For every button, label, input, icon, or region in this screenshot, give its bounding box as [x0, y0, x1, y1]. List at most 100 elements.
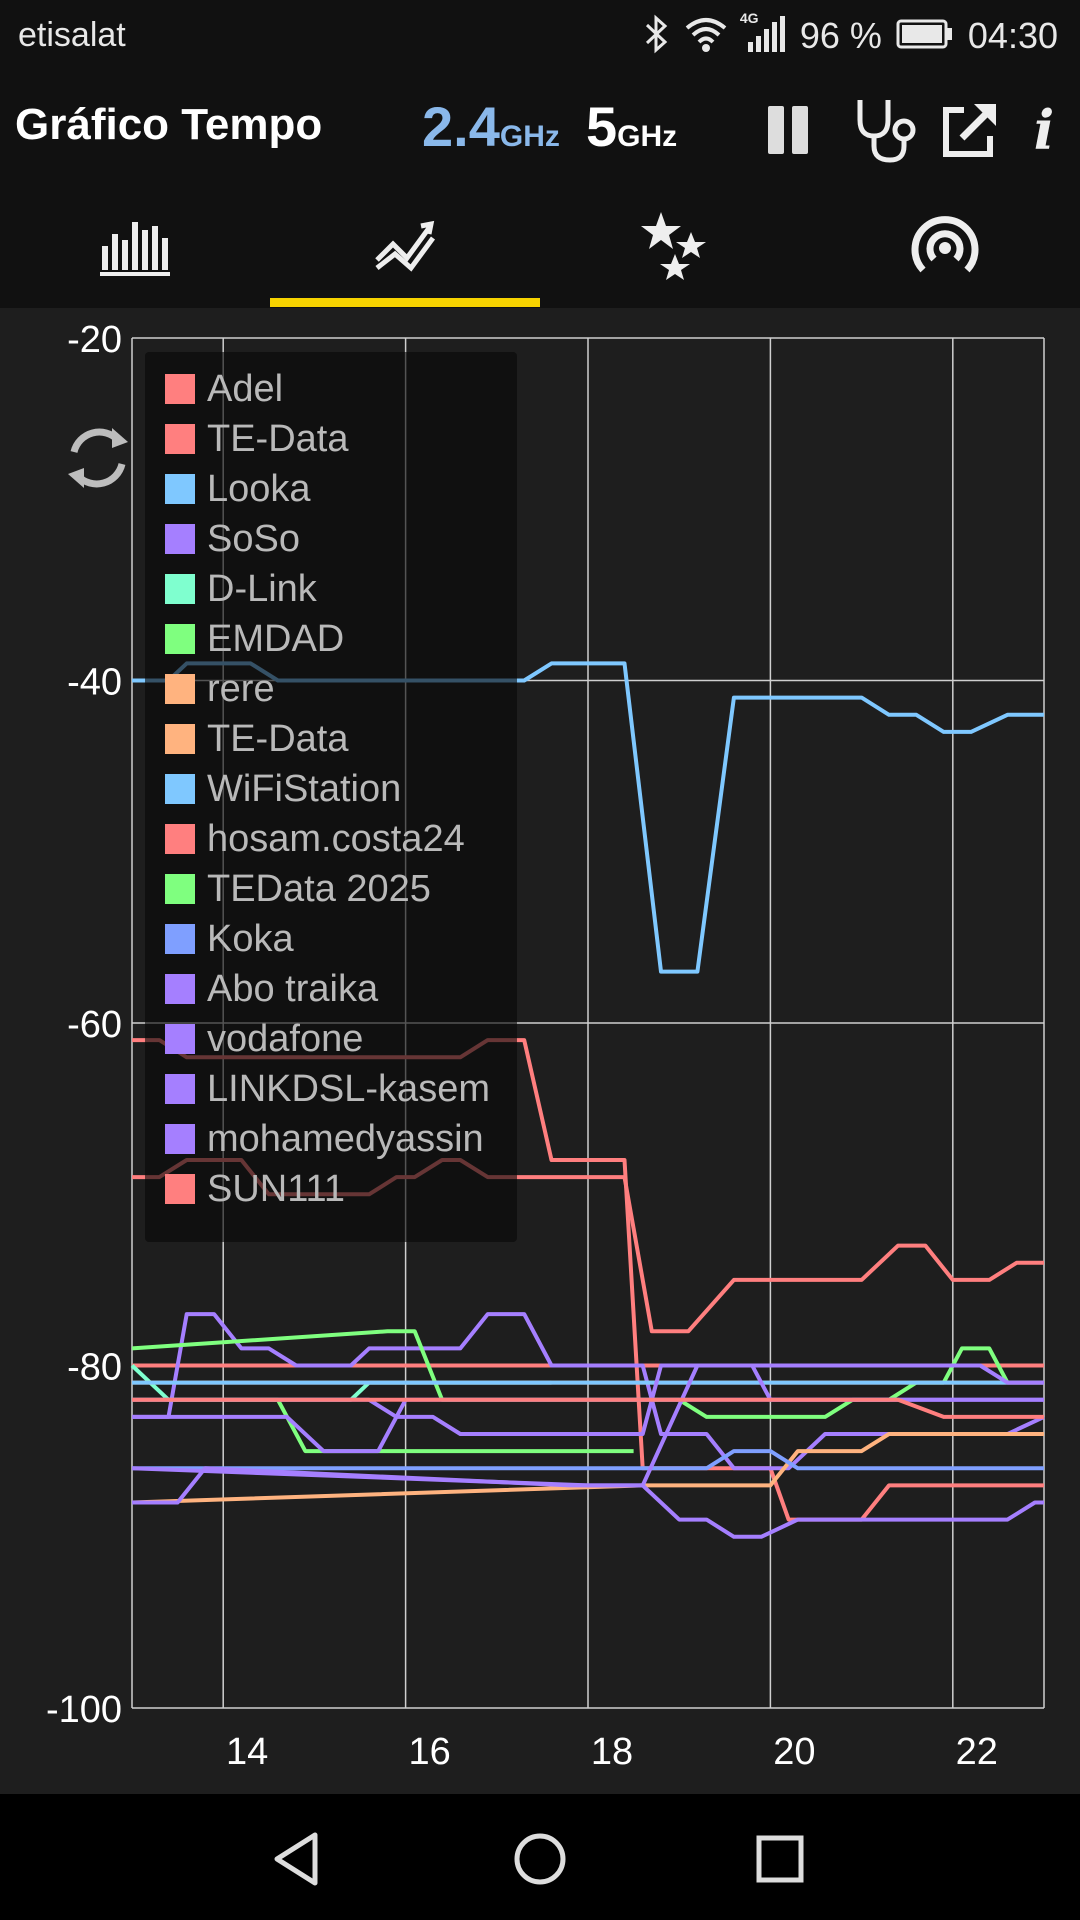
home-button[interactable] [500, 1819, 580, 1899]
x-tick-label: 20 [773, 1731, 815, 1773]
legend-swatch [165, 974, 195, 1004]
tab-bar [0, 184, 1080, 308]
info-icon: i [1033, 98, 1055, 162]
refresh-icon [68, 428, 128, 488]
legend-swatch [165, 574, 195, 604]
legend-item: mohamedyassin [165, 1114, 484, 1164]
series-line-14 [132, 1363, 1044, 1436]
legend-label: WiFiStation [207, 767, 402, 810]
legend-label: Koka [207, 917, 294, 960]
y-tick-label: -80 [67, 1347, 122, 1389]
legend-swatch [165, 874, 195, 904]
legend-swatch [165, 1174, 195, 1204]
legend-swatch [165, 1074, 195, 1104]
legend-swatch [165, 924, 195, 954]
tab-channel-graph[interactable] [0, 184, 270, 308]
battery-icon [896, 18, 954, 55]
legend-label: vodafone [207, 1017, 364, 1060]
legend-swatch [165, 474, 195, 504]
legend-item: rere [165, 664, 275, 714]
time-graph-icon [375, 220, 436, 272]
tab-access-points[interactable] [810, 184, 1080, 308]
series-line-5 [131, 1329, 1010, 1419]
app-bar: Gráfico Tempo 2.4GHz 5GHz i [0, 72, 1080, 184]
y-tick-label: -40 [67, 662, 122, 704]
legend-item: vodafone [165, 1014, 363, 1064]
band-5ghz-toggle[interactable]: 5GHz [586, 94, 677, 159]
x-tick-label: 16 [408, 1731, 450, 1773]
home-icon [514, 1833, 566, 1885]
carrier-name: etisalat [18, 16, 126, 54]
x-tick-label: 14 [226, 1731, 268, 1773]
legend-label: hosam.costa24 [207, 817, 465, 860]
bluetooth-icon [644, 14, 670, 59]
share-icon [943, 104, 996, 157]
legend-item: Looka [165, 464, 311, 514]
series-line-3 [132, 1312, 1045, 1471]
legend-label: SUN111 [207, 1167, 345, 1210]
legend-swatch [165, 1124, 195, 1154]
status-bar: etisalat 4G 96 % [0, 0, 1080, 72]
y-tick-label: -100 [46, 1689, 122, 1731]
legend-item: SoSo [165, 514, 300, 564]
pause-icon [768, 106, 808, 154]
legend-label: Abo traika [207, 967, 379, 1010]
wifi-icon [684, 14, 728, 59]
chart-canvas: -20 -40 -60 -80 -100 14 16 18 20 22 [46, 319, 1045, 1773]
legend-item: D-Link [165, 564, 317, 614]
bar-chart-icon [100, 222, 170, 276]
legend-label: LINKDSL-kasem [207, 1067, 490, 1110]
stars-icon [641, 212, 706, 280]
legend-item: TE-Data [165, 414, 348, 464]
recents-button[interactable] [740, 1819, 820, 1899]
clock: 04:30 [967, 15, 1058, 56]
signal-strength-icon [911, 216, 979, 273]
chart-legend: Adel TE-Data Looka SoSo D-Link EMDAD rere TE-Da… [145, 352, 517, 1242]
time-graph-chart: -20 -40 -60 -80 -100 14 16 18 20 22 Adel TE-Data L… [0, 308, 1080, 1794]
legend-item: TEData 2025 [165, 864, 431, 914]
share-button[interactable] [934, 94, 1006, 166]
band-5ghz-unit: GHz [617, 120, 678, 153]
tab-channel-rating[interactable] [540, 184, 810, 308]
tab-time-graph[interactable] [270, 184, 540, 308]
legend-item: WiFiStation [165, 764, 401, 814]
legend-label: SoSo [207, 517, 300, 560]
legend-item: hosam.costa24 [165, 814, 465, 864]
diagnostics-button[interactable] [850, 94, 922, 166]
battery-percent: 96 % [799, 15, 882, 56]
legend-item: SUN111 [165, 1164, 345, 1214]
legend-item: TE-Data [165, 714, 348, 764]
legend-swatch [165, 674, 195, 704]
legend-swatch [165, 624, 195, 654]
legend-label: D-Link [207, 567, 317, 610]
legend-swatch [165, 524, 195, 554]
info-button[interactable]: i [1008, 94, 1080, 166]
y-tick-label: -20 [67, 319, 122, 361]
band-24ghz-value: 2.4 [422, 95, 500, 158]
legend-swatch [165, 374, 195, 404]
recents-icon [756, 1835, 804, 1883]
series-line-12 [132, 1466, 1044, 1539]
legend-item: LINKDSL-kasem [165, 1064, 490, 1114]
band-5ghz-value: 5 [586, 95, 618, 158]
y-tick-label: -60 [67, 1004, 122, 1046]
x-tick-label: 22 [956, 1731, 998, 1773]
refresh-button[interactable] [60, 420, 136, 496]
status-icons: 4G 96 % 04:30 [644, 10, 1058, 60]
x-tick-label: 18 [591, 1731, 633, 1773]
band-24ghz-toggle[interactable]: 2.4GHz [422, 94, 560, 159]
back-button[interactable] [259, 1819, 339, 1899]
legend-item: Adel [165, 364, 283, 414]
legend-swatch [165, 824, 195, 854]
legend-swatch [165, 774, 195, 804]
network-type: 4G [739, 9, 759, 26]
legend-label: EMDAD [207, 617, 345, 660]
signal-icon: 4G [740, 10, 786, 59]
navigation-bar [0, 1794, 1080, 1920]
legend-label: rere [207, 667, 275, 710]
legend-label: Looka [207, 467, 311, 510]
legend-label: TE-Data [207, 417, 349, 460]
series-line-16 [132, 1397, 1044, 1419]
pause-button[interactable] [752, 94, 824, 166]
legend-label: mohamedyassin [207, 1117, 484, 1160]
